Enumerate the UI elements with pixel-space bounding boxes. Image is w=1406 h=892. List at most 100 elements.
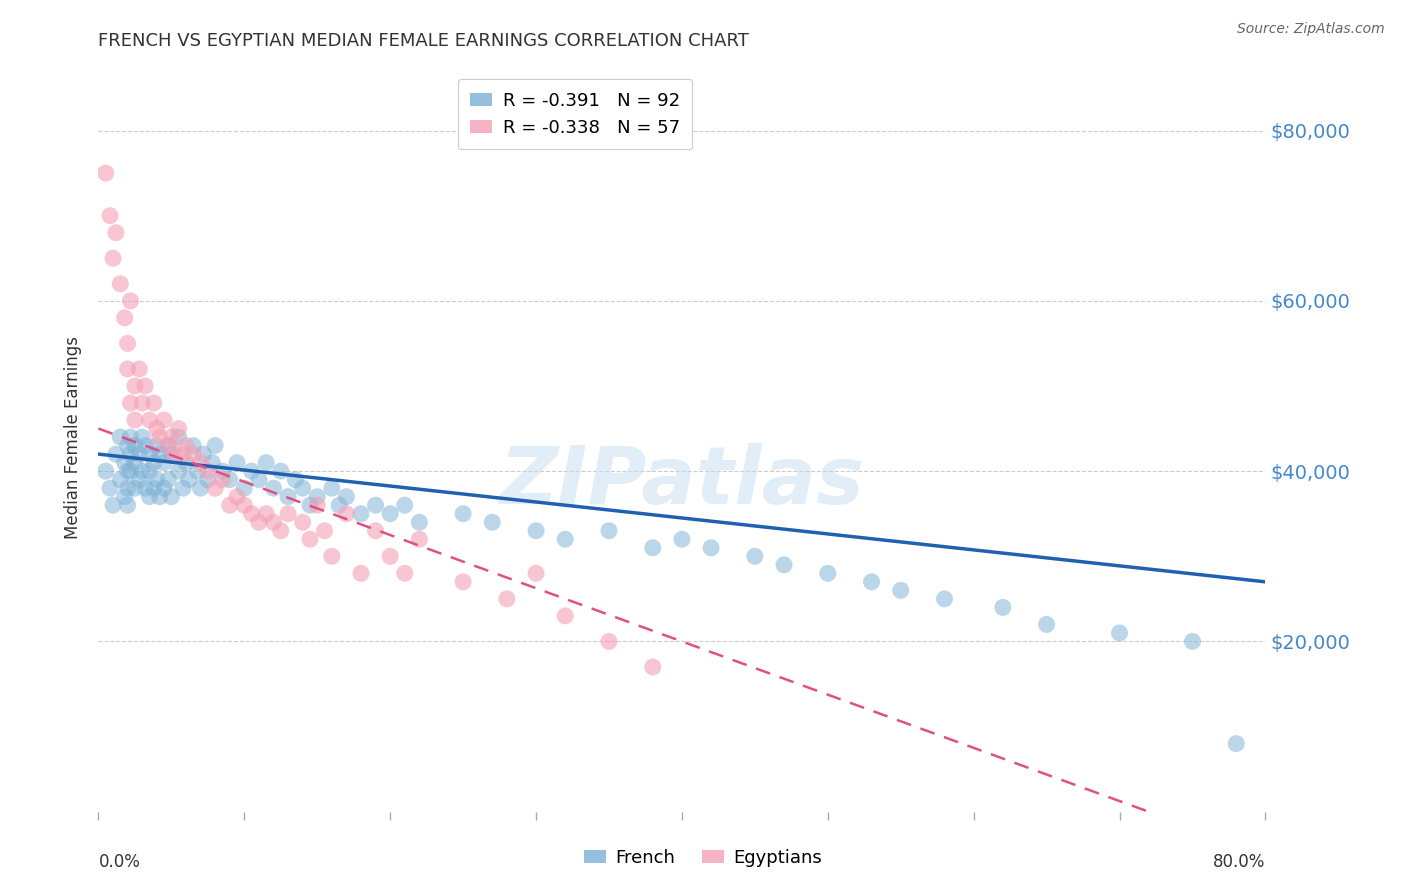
Point [254,507,277,521]
Point [247,515,270,529]
Point [149,447,172,461]
Point [149,490,172,504]
Point [131,396,153,410]
Point [277,507,299,521]
Legend: French, Egyptians: French, Egyptians [578,842,828,874]
Point [307,498,329,512]
Point [104,447,127,461]
Point [1225,737,1247,751]
Point [124,379,146,393]
Point [160,490,183,504]
Point [181,439,204,453]
Point [394,566,416,581]
Point [291,515,314,529]
Point [101,498,124,512]
Point [190,456,212,470]
Point [233,481,256,495]
Point [218,473,240,487]
Point [146,473,169,487]
Point [860,574,883,589]
Point [298,533,321,547]
Point [481,515,503,529]
Point [117,336,139,351]
Point [201,456,224,470]
Point [524,524,547,538]
Point [160,430,183,444]
Point [744,549,766,564]
Point [174,439,197,453]
Point [153,456,176,470]
Point [314,524,336,538]
Point [991,600,1014,615]
Point [110,277,132,291]
Point [321,481,343,495]
Point [177,473,200,487]
Point [262,481,284,495]
Point [554,608,576,623]
Point [291,481,314,495]
Point [773,558,796,572]
Point [163,447,186,461]
Point [174,456,197,470]
Text: 0.0%: 0.0% [98,853,141,871]
Point [94,166,117,180]
Point [335,490,357,504]
Text: FRENCH VS EGYPTIAN MEDIAN FEMALE EARNINGS CORRELATION CHART: FRENCH VS EGYPTIAN MEDIAN FEMALE EARNING… [98,32,749,50]
Point [641,660,664,674]
Point [394,498,416,512]
Point [254,456,277,470]
Point [451,507,474,521]
Point [1035,617,1057,632]
Text: 80.0%: 80.0% [1213,853,1265,871]
Point [110,430,132,444]
Point [408,533,430,547]
Point [117,481,139,495]
Text: ZIPatlas: ZIPatlas [499,443,865,521]
Point [240,507,263,521]
Point [496,591,519,606]
Point [524,566,547,581]
Text: Source: ZipAtlas.com: Source: ZipAtlas.com [1237,22,1385,37]
Point [153,481,176,495]
Point [114,490,136,504]
Point [146,421,169,435]
Point [1181,634,1204,648]
Point [247,473,270,487]
Point [197,473,219,487]
Point [128,473,150,487]
Point [149,430,172,444]
Point [1108,626,1130,640]
Point [120,447,142,461]
Point [262,515,284,529]
Point [128,447,150,461]
Point [364,524,387,538]
Point [197,464,219,478]
Point [335,507,357,521]
Point [233,498,256,512]
Point [131,430,153,444]
Point [172,447,194,461]
Point [284,473,307,487]
Point [211,473,233,487]
Point [167,430,190,444]
Point [120,464,142,478]
Point [138,464,160,478]
Point [142,481,165,495]
Point [890,583,912,598]
Point [94,464,117,478]
Point [157,439,180,453]
Point [131,464,153,478]
Point [211,464,233,478]
Point [598,634,620,648]
Point [142,396,165,410]
Point [218,498,240,512]
Point [153,413,176,427]
Point [270,524,292,538]
Point [190,481,212,495]
Point [101,252,124,266]
Point [124,439,146,453]
Point [700,541,723,555]
Y-axis label: Median Female Earnings: Median Female Earnings [65,335,83,539]
Point [124,456,146,470]
Point [110,473,132,487]
